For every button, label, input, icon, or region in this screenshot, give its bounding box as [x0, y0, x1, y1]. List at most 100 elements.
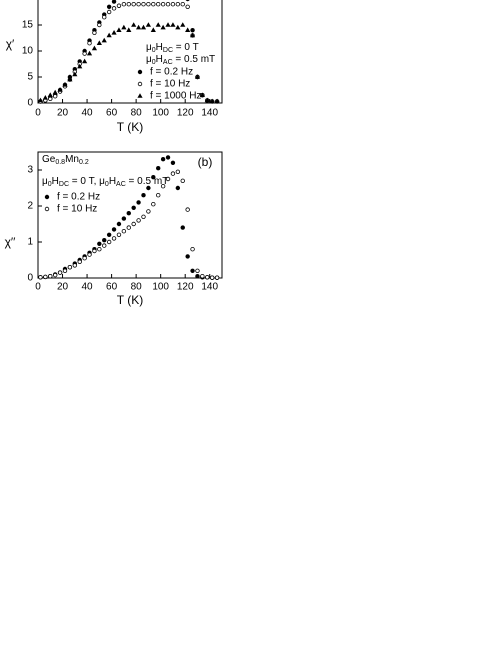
data-point: [121, 228, 127, 234]
data-point: [102, 238, 107, 243]
annotation-part: DC: [163, 47, 173, 54]
data-point: [62, 268, 68, 273]
data-point: [189, 32, 196, 38]
x-axis-label: T (K): [117, 293, 143, 307]
data-point: [185, 0, 190, 2]
data-point: [141, 1, 146, 7]
data-point: [87, 41, 92, 46]
annotation-part: AC: [163, 59, 173, 66]
legend-marker: [137, 69, 143, 75]
data-point: [214, 98, 220, 104]
data-point: [48, 274, 53, 279]
x-tick-label: 120: [177, 282, 194, 293]
data-point: [145, 22, 151, 27]
data-point: [180, 178, 185, 183]
data-point: [156, 166, 161, 171]
data-point: [97, 241, 102, 246]
plot-frame: [37, 151, 223, 279]
data-point: [86, 50, 93, 56]
data-point: [175, 24, 181, 30]
annotation-part: 0: [152, 59, 156, 66]
data-point: [111, 0, 117, 4]
legend-label: f = 10 Hz: [150, 79, 190, 90]
data-point: [165, 176, 171, 182]
data-point: [131, 1, 136, 7]
data-point: [185, 254, 190, 259]
data-point: [131, 205, 136, 210]
data-point: [67, 265, 73, 270]
data-point: [96, 40, 102, 45]
data-point: [126, 225, 131, 230]
y-tick-label: 0: [27, 273, 33, 284]
data-point: [97, 246, 102, 252]
data-point: [43, 274, 48, 280]
annotation: μ0HDC = 0 T, μ0HAC = 0.5 mT: [42, 176, 168, 188]
annotation-part: 0.2: [79, 159, 89, 166]
x-tick-label: 20: [57, 108, 69, 119]
data-point: [82, 51, 87, 56]
data-point: [146, 1, 151, 7]
annotation-part: 0: [105, 181, 109, 188]
data-point: [165, 22, 171, 27]
annotation: Ge0.8Mn0.2: [42, 154, 89, 166]
data-point: [38, 97, 44, 103]
data-point: [170, 171, 176, 176]
data-point: [185, 207, 190, 212]
y-tick-label: 5: [27, 72, 33, 83]
annotation-part: μ: [146, 54, 152, 65]
data-point: [185, 4, 190, 9]
data-point: [136, 1, 141, 7]
data-point: [146, 209, 151, 214]
annotation-part: μ: [146, 42, 152, 53]
data-point: [190, 28, 195, 33]
annotation: μ0HDC = 0 T: [146, 42, 199, 54]
data-point: [165, 155, 171, 160]
data-point: [92, 248, 97, 254]
data-point: [52, 272, 58, 278]
data-point: [155, 22, 161, 27]
data-points: [38, 155, 220, 280]
data-point: [160, 1, 166, 7]
y-tick-label: 0: [27, 98, 33, 109]
y-axis-label: χ′′: [5, 235, 17, 249]
data-point: [151, 175, 156, 180]
data-point: [52, 89, 58, 95]
data-point: [52, 94, 58, 99]
data-point: [121, 24, 127, 30]
data-point: [209, 98, 215, 104]
annotation-part: DC: [59, 181, 69, 188]
data-point: [116, 221, 122, 227]
annotation-part: H: [156, 54, 163, 65]
data-point: [175, 185, 181, 191]
data-point: [209, 275, 215, 280]
annotation-part: Mn: [65, 154, 79, 165]
annotation-part: Ge: [42, 154, 56, 165]
data-point: [190, 268, 195, 273]
data-point: [121, 216, 127, 221]
data-point: [111, 236, 117, 241]
data-point: [195, 274, 200, 279]
data-point: [48, 96, 53, 102]
data-point: [77, 63, 83, 69]
legend-marker: [137, 93, 143, 98]
annotation-part: 0.8: [55, 159, 65, 166]
data-point: [91, 45, 98, 51]
annotation-part: H: [52, 176, 59, 187]
data-point: [101, 37, 107, 43]
data-point: [190, 246, 195, 252]
data-point: [150, 27, 156, 32]
data-point: [87, 252, 92, 257]
data-point: [97, 22, 102, 28]
data-point: [102, 243, 107, 248]
data-point: [156, 1, 161, 7]
panel-label: (b): [198, 155, 213, 169]
data-point: [204, 97, 210, 103]
data-point: [180, 1, 185, 7]
legend-label: f = 1000 Hz: [150, 91, 201, 102]
data-point: [160, 183, 166, 189]
data-point: [106, 9, 112, 15]
data-point: [77, 259, 82, 264]
data-point: [57, 87, 63, 92]
data-point: [195, 268, 200, 273]
